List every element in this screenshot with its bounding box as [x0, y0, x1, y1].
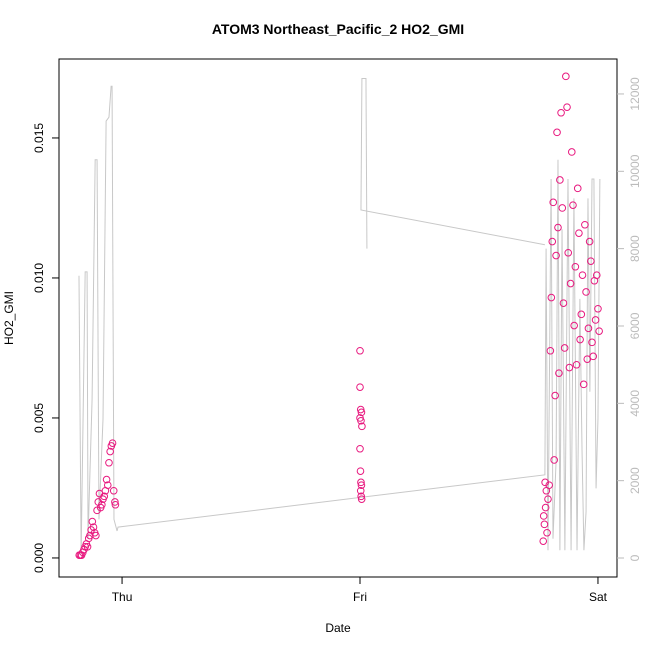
altitude-line [78, 85, 601, 555]
data-point [564, 248, 573, 257]
data-point [356, 486, 365, 495]
data-point [559, 299, 568, 307]
data-point [358, 422, 366, 431]
data-point [553, 128, 561, 137]
data-point [357, 408, 366, 417]
data-point [541, 503, 550, 512]
data-point [105, 458, 113, 467]
x-tick-label: Sat [589, 590, 608, 604]
y-tick-label: 0.005 [32, 403, 46, 433]
data-point [575, 229, 583, 237]
data-point [573, 184, 582, 193]
y-tick-label: 0.015 [32, 123, 46, 153]
x-axis-label: Date [325, 621, 351, 635]
data-point [585, 237, 594, 246]
data-point [83, 542, 92, 551]
data-point [556, 176, 564, 184]
data-point [576, 335, 584, 344]
data-point [92, 531, 100, 540]
y-tick-label: 0.010 [32, 263, 46, 293]
y2-tick-label: 10000 [628, 154, 642, 188]
data-point [562, 72, 570, 81]
data-point [554, 223, 562, 232]
data-point [579, 380, 588, 389]
data-point [356, 444, 364, 453]
data-point [102, 475, 111, 484]
data-point [98, 500, 106, 509]
data-point [582, 288, 590, 296]
data-point [357, 492, 366, 501]
data-point [356, 383, 364, 391]
data-point [106, 447, 114, 456]
data-point [111, 500, 120, 509]
data-point [581, 220, 589, 229]
data-point [552, 251, 560, 260]
data-point [540, 520, 549, 529]
data-point [357, 478, 365, 487]
y2-tick-label: 0 [628, 554, 642, 561]
y2-tick-label: 8000 [628, 235, 642, 262]
y2-tick-label: 4000 [628, 390, 642, 417]
data-point [595, 327, 603, 335]
data-point [103, 481, 112, 489]
y2-tick-label: 12000 [628, 77, 642, 111]
data-point [539, 512, 548, 520]
x-tick-label: Thu [112, 590, 133, 604]
data-point [548, 237, 557, 246]
data-point [544, 495, 552, 503]
data-point [100, 492, 109, 501]
plot-frame [58, 58, 618, 578]
data-point [88, 517, 97, 526]
data-point [584, 324, 593, 333]
data-point [560, 344, 569, 352]
data-point [356, 405, 365, 414]
data-point [578, 271, 587, 279]
data-point [592, 271, 601, 279]
data-point [545, 481, 553, 489]
data-point [539, 537, 548, 545]
data-point [567, 148, 576, 156]
y-axis-label: HO2_GMI [2, 291, 16, 345]
y-tick-label: 0.000 [32, 543, 46, 573]
data-point [550, 456, 558, 464]
data-point [543, 528, 551, 537]
data-point [356, 467, 365, 475]
data-point [109, 486, 118, 495]
data-point [569, 201, 577, 209]
data-point [547, 293, 556, 302]
data-point [549, 198, 558, 207]
data-point [591, 316, 600, 324]
data-point [583, 355, 592, 363]
data-point [546, 346, 555, 355]
data-point [566, 279, 575, 288]
data-point [108, 439, 117, 447]
data-point [589, 352, 598, 361]
data-point [551, 391, 559, 400]
data-point [563, 103, 571, 111]
data-point [357, 481, 366, 489]
data-point [357, 495, 366, 503]
data-point [111, 498, 119, 506]
data-point [565, 363, 574, 372]
y2-tick-label: 2000 [628, 467, 642, 494]
y2-tick-label: 6000 [628, 312, 642, 339]
data-point [572, 360, 581, 369]
data-point [570, 321, 578, 330]
data-point [588, 338, 596, 347]
data-point [557, 108, 565, 117]
data-point [558, 204, 567, 212]
data-point [577, 310, 586, 319]
data-point [594, 304, 602, 313]
data-point [571, 262, 580, 271]
data-point [587, 257, 595, 265]
data-point [357, 416, 365, 425]
x-tick-label: Fri [353, 590, 367, 604]
data-point [356, 346, 364, 355]
altitude-line [360, 77, 545, 249]
chart-title: ATOM3 Northeast_Pacific_2 HO2_GMI [212, 21, 464, 37]
data-point [89, 523, 98, 531]
data-point [555, 369, 563, 377]
